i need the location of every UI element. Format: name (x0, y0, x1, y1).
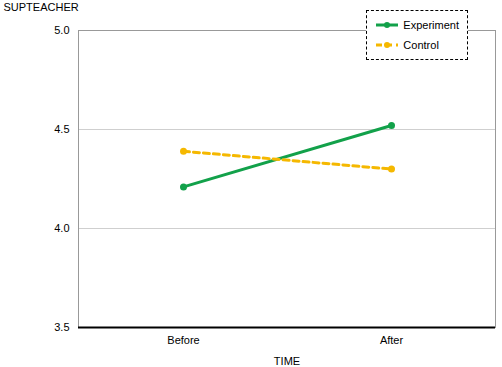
svg-text:Before: Before (167, 334, 199, 346)
svg-text:After: After (380, 334, 404, 346)
svg-text:4.0: 4.0 (54, 222, 69, 234)
svg-text:TIME: TIME (274, 355, 300, 367)
html-text:Experiment: Experiment (403, 19, 459, 31)
svg-text:3.5: 3.5 (54, 321, 69, 333)
svg-text:5.0: 5.0 (54, 24, 69, 36)
svg-text:SUPTEACHER: SUPTEACHER (4, 1, 79, 13)
html-text:Control: Control (403, 39, 439, 51)
svg-text:4.5: 4.5 (54, 123, 69, 135)
